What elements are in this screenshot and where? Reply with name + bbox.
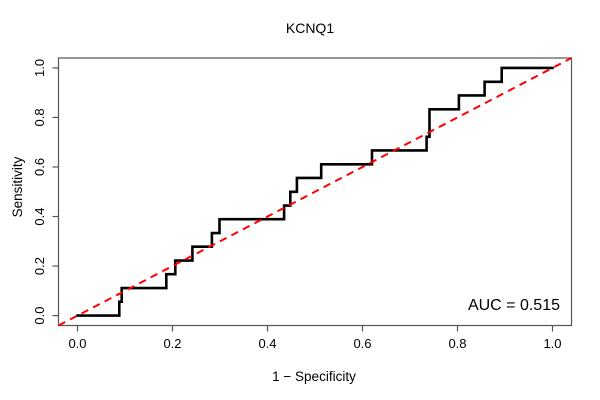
x-tick-label: 1.0 bbox=[543, 336, 561, 351]
plot-box bbox=[57, 57, 573, 327]
y-axis-label: Sensitivity bbox=[10, 156, 25, 217]
x-tick-label: 0.0 bbox=[68, 336, 86, 351]
y-tick-label: 0.0 bbox=[32, 307, 47, 325]
reference-diagonal-line bbox=[58, 57, 572, 327]
chart-title: KCNQ1 bbox=[286, 20, 334, 36]
y-tick-label: 0.2 bbox=[32, 257, 47, 275]
plot-area: 0.0 0.2 0.4 0.6 0.8 1.0 0.0 0.2 0.4 0.6 0.8 1.0 bbox=[32, 57, 573, 351]
auc-annotation: AUC = 0.515 bbox=[468, 297, 560, 314]
y-tick-label: 0.8 bbox=[32, 108, 47, 126]
y-tick-label: 0.4 bbox=[32, 207, 47, 225]
x-tick-label: 0.6 bbox=[353, 336, 371, 351]
x-tick-label: 0.4 bbox=[258, 336, 276, 351]
x-tick-label: 0.8 bbox=[448, 336, 466, 351]
y-tick-label: 1.0 bbox=[32, 59, 47, 77]
x-tick-label: 0.2 bbox=[163, 336, 181, 351]
y-tick-label: 0.6 bbox=[32, 158, 47, 176]
x-axis-label: 1 − Specificity bbox=[272, 369, 356, 384]
roc-curve-line bbox=[76, 66, 554, 317]
